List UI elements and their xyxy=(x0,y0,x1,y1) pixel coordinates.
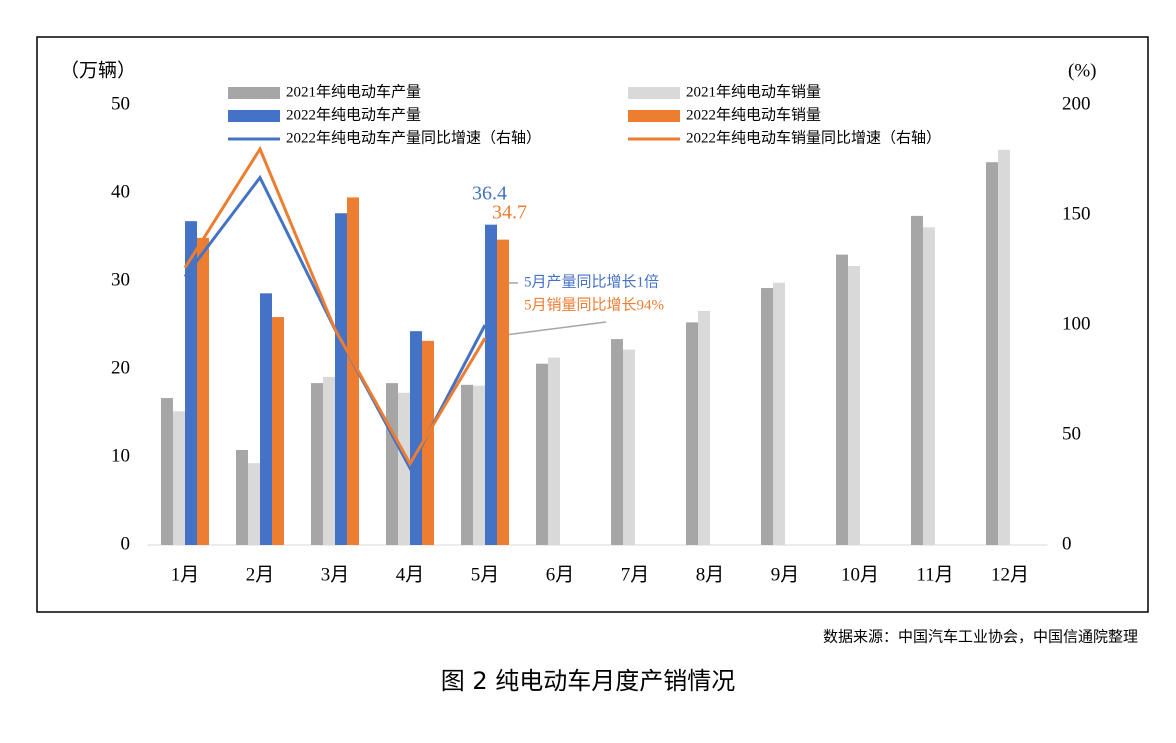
bar xyxy=(911,215,923,545)
bar xyxy=(998,149,1010,545)
bar xyxy=(335,213,347,546)
y2-tick-label: 50 xyxy=(1062,423,1081,444)
x-tick-label: 7月 xyxy=(621,564,650,585)
bar xyxy=(161,398,173,545)
legend-label: 2022年纯电动车销量同比增速（右轴） xyxy=(686,129,941,146)
y-tick-label: 30 xyxy=(111,269,130,290)
legend-label: 2022年纯电动车产量 xyxy=(286,106,421,123)
legend-swatch xyxy=(228,110,280,122)
x-tick-label: 1月 xyxy=(171,564,200,585)
leader-line xyxy=(489,321,607,338)
bar xyxy=(923,227,935,545)
annotation: 5月销量同比增长94% xyxy=(524,296,664,313)
bar xyxy=(485,224,497,545)
bar xyxy=(347,197,359,545)
bar xyxy=(698,310,710,545)
y2-tick-label: 200 xyxy=(1062,93,1091,114)
x-tick-label: 12月 xyxy=(991,564,1029,585)
y2-tick-label: 100 xyxy=(1062,313,1091,334)
legend-swatch xyxy=(628,87,680,99)
bar xyxy=(623,349,635,545)
legend-label: 2022年纯电动车产量同比增速（右轴） xyxy=(286,129,541,146)
bar xyxy=(173,411,185,545)
bar xyxy=(311,383,323,545)
x-tick-label: 2月 xyxy=(246,564,275,585)
y-tick-label: 0 xyxy=(121,533,131,554)
data-label: 34.7 xyxy=(492,202,527,224)
bar xyxy=(686,322,698,545)
y-tick-label: 20 xyxy=(111,357,130,378)
bar xyxy=(386,383,398,545)
bar xyxy=(773,282,785,545)
bar xyxy=(497,239,509,545)
bar xyxy=(260,293,272,545)
y2-axis-unit: (%) xyxy=(1068,60,1096,81)
y2-tick-label: 150 xyxy=(1062,203,1091,224)
bar xyxy=(848,266,860,545)
bar xyxy=(185,221,197,545)
annotation: 5月产量同比增长1倍 xyxy=(524,273,659,290)
bar xyxy=(248,463,260,545)
bar xyxy=(473,385,485,545)
bar xyxy=(761,288,773,545)
y-tick-label: 10 xyxy=(111,445,130,466)
bar xyxy=(197,237,209,545)
bar xyxy=(548,357,560,545)
bar xyxy=(611,339,623,545)
x-tick-label: 9月 xyxy=(771,564,800,585)
bar xyxy=(236,449,248,545)
bar xyxy=(323,376,335,545)
legend-label: 2022年纯电动车销量 xyxy=(686,106,821,123)
y-tick-label: 50 xyxy=(111,93,130,114)
x-tick-label: 3月 xyxy=(321,564,350,585)
x-tick-label: 11月 xyxy=(916,564,953,585)
legend-swatch xyxy=(228,87,280,99)
bar xyxy=(836,254,848,545)
frame xyxy=(36,36,1149,613)
bar xyxy=(272,317,284,545)
x-tick-label: 6月 xyxy=(546,564,575,585)
legend-swatch xyxy=(628,110,680,122)
bar xyxy=(461,384,473,545)
y2-tick-label: 0 xyxy=(1062,533,1072,554)
source: 数据来源：中国汽车工业协会，中国信通院整理 xyxy=(823,628,1138,646)
bar xyxy=(536,363,548,545)
y-axis-unit: （万辆） xyxy=(60,59,136,81)
data-label: 36.4 xyxy=(472,183,507,205)
legend-label: 2021年纯电动车销量 xyxy=(686,83,821,100)
bar xyxy=(398,392,410,545)
bar xyxy=(422,340,434,545)
bar xyxy=(986,162,998,545)
x-tick-label: 5月 xyxy=(471,564,500,585)
x-tick-label: 10月 xyxy=(841,564,879,585)
x-tick-label: 8月 xyxy=(696,564,725,585)
x-tick-label: 4月 xyxy=(396,564,425,585)
caption: 图 2 纯电动车月度产销情况 xyxy=(441,667,736,695)
y-tick-label: 40 xyxy=(111,181,130,202)
legend-label: 2021年纯电动车产量 xyxy=(286,83,421,100)
bar xyxy=(410,331,422,545)
line xyxy=(183,145,487,467)
